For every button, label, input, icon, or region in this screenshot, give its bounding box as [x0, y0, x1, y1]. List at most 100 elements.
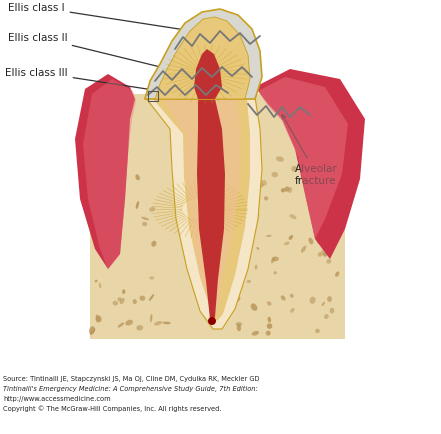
Polygon shape [145, 98, 262, 329]
Polygon shape [90, 95, 345, 339]
Ellipse shape [281, 189, 285, 193]
Ellipse shape [135, 175, 140, 181]
Ellipse shape [117, 298, 122, 302]
Ellipse shape [289, 215, 296, 220]
Ellipse shape [330, 308, 334, 314]
Ellipse shape [142, 217, 149, 221]
Ellipse shape [268, 317, 271, 323]
Polygon shape [155, 18, 250, 100]
Ellipse shape [284, 187, 290, 192]
Ellipse shape [255, 162, 262, 169]
Ellipse shape [326, 237, 330, 243]
Ellipse shape [326, 260, 331, 264]
Ellipse shape [250, 150, 257, 154]
Ellipse shape [247, 280, 251, 283]
Ellipse shape [149, 277, 154, 280]
Ellipse shape [89, 326, 95, 335]
Ellipse shape [327, 296, 332, 302]
Text: Ellis class II: Ellis class II [8, 33, 181, 74]
Ellipse shape [150, 314, 153, 323]
Ellipse shape [281, 296, 286, 301]
Ellipse shape [252, 331, 259, 336]
Ellipse shape [256, 178, 262, 184]
Ellipse shape [250, 304, 258, 311]
Ellipse shape [292, 167, 298, 173]
Ellipse shape [289, 236, 293, 240]
Ellipse shape [142, 222, 147, 227]
Ellipse shape [257, 247, 259, 250]
Ellipse shape [255, 265, 258, 270]
Ellipse shape [321, 250, 327, 255]
Ellipse shape [290, 294, 294, 298]
Ellipse shape [96, 315, 99, 323]
Ellipse shape [272, 257, 279, 262]
Text: Alveolar
fracture: Alveolar fracture [282, 115, 338, 185]
Bar [148, 92, 158, 102]
Ellipse shape [259, 183, 264, 188]
Ellipse shape [162, 322, 171, 325]
Polygon shape [163, 100, 240, 314]
Ellipse shape [255, 214, 259, 218]
Ellipse shape [266, 331, 271, 336]
Text: Ellis class III: Ellis class III [5, 68, 156, 92]
Ellipse shape [99, 283, 101, 289]
Polygon shape [145, 10, 262, 100]
Ellipse shape [267, 302, 272, 306]
Polygon shape [197, 100, 225, 321]
Ellipse shape [321, 302, 325, 306]
Text: http://www.accessmedicine.com: http://www.accessmedicine.com [3, 395, 111, 401]
Ellipse shape [284, 242, 290, 246]
Ellipse shape [154, 321, 162, 326]
Polygon shape [255, 70, 365, 260]
Ellipse shape [262, 181, 267, 186]
Ellipse shape [246, 227, 251, 230]
Polygon shape [75, 75, 135, 270]
Ellipse shape [133, 299, 137, 304]
Ellipse shape [322, 253, 327, 257]
Ellipse shape [136, 202, 139, 210]
Ellipse shape [271, 257, 275, 264]
Ellipse shape [318, 253, 322, 257]
Ellipse shape [151, 241, 157, 247]
Ellipse shape [276, 157, 284, 162]
Text: Tintinalli's Emergency Medicine: A Comprehensive Study Guide, 7th Edition:: Tintinalli's Emergency Medicine: A Compr… [3, 385, 258, 391]
Ellipse shape [95, 280, 97, 283]
Ellipse shape [235, 322, 242, 326]
Ellipse shape [235, 296, 240, 302]
Ellipse shape [301, 246, 306, 253]
Ellipse shape [255, 150, 259, 158]
Ellipse shape [308, 238, 313, 245]
Ellipse shape [90, 329, 95, 335]
Ellipse shape [112, 301, 118, 306]
Ellipse shape [272, 172, 278, 178]
Ellipse shape [149, 294, 154, 301]
Ellipse shape [273, 272, 277, 275]
Ellipse shape [252, 187, 258, 191]
Text: Ellis class I: Ellis class I [8, 3, 201, 35]
Polygon shape [194, 50, 222, 100]
Ellipse shape [264, 197, 268, 201]
Ellipse shape [254, 220, 258, 224]
Ellipse shape [118, 322, 124, 328]
Ellipse shape [318, 240, 325, 246]
Ellipse shape [250, 149, 258, 154]
Ellipse shape [324, 314, 329, 319]
Ellipse shape [267, 324, 272, 329]
Ellipse shape [288, 188, 292, 194]
Ellipse shape [266, 235, 272, 237]
Text: Copyright © The McGraw-Hill Companies, Inc. All rights reserved.: Copyright © The McGraw-Hill Companies, I… [3, 404, 221, 411]
Ellipse shape [315, 329, 320, 333]
Ellipse shape [290, 308, 295, 313]
Ellipse shape [149, 207, 155, 212]
Ellipse shape [122, 289, 125, 294]
Ellipse shape [136, 326, 143, 331]
Ellipse shape [125, 320, 133, 326]
Ellipse shape [243, 218, 250, 224]
Polygon shape [83, 80, 136, 270]
Text: Source: Tintinalli JE, Stapczynski JS, Ma OJ, Cline DM, Cydulka RK, Meckler GD: Source: Tintinalli JE, Stapczynski JS, M… [3, 375, 259, 381]
Ellipse shape [139, 296, 145, 301]
Ellipse shape [335, 272, 339, 277]
Ellipse shape [310, 297, 315, 304]
Polygon shape [258, 78, 348, 240]
Ellipse shape [120, 298, 124, 304]
